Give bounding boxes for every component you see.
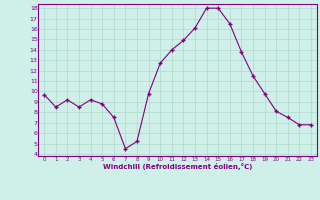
X-axis label: Windchill (Refroidissement éolien,°C): Windchill (Refroidissement éolien,°C) — [103, 163, 252, 170]
